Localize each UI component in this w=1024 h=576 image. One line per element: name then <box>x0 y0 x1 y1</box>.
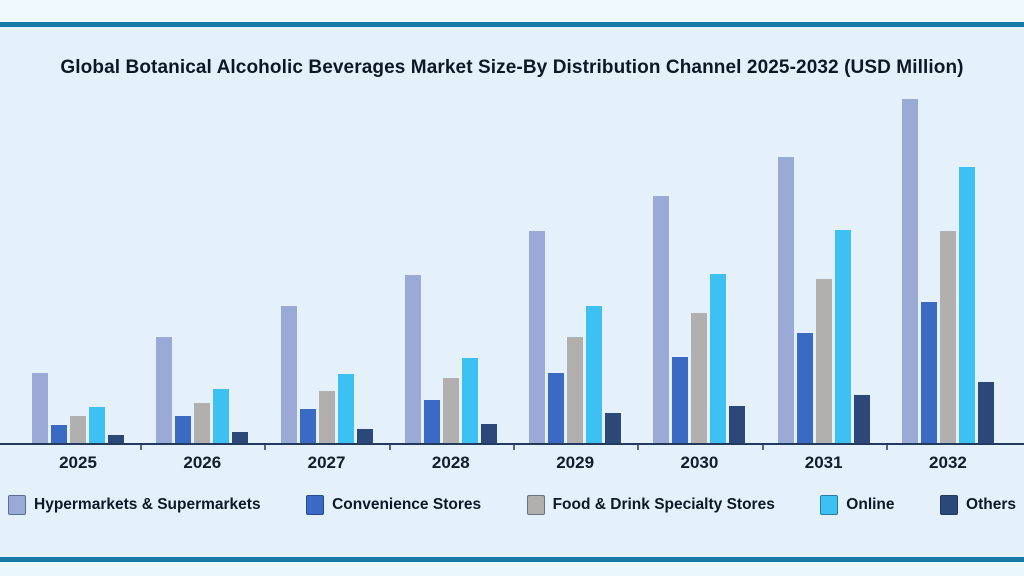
legend-swatch-icon <box>8 495 26 515</box>
legend-label: Hypermarkets & Supermarkets <box>34 496 261 513</box>
bar-2028-series-1 <box>423 400 440 443</box>
plot-area <box>32 93 994 443</box>
bar-2032-series-3 <box>958 167 975 443</box>
bar-2027-series-2 <box>318 391 335 443</box>
bar-group-2032 <box>901 93 994 443</box>
bar-2027-series-0 <box>280 306 297 443</box>
x-label-2029: 2029 <box>556 453 595 472</box>
bar-2025-series-0 <box>32 373 48 443</box>
bar-2028-series-4 <box>480 424 497 443</box>
bar-2031-series-3 <box>834 230 851 443</box>
top-margin-strip <box>0 0 1024 22</box>
bottom-margin-strip <box>0 562 1024 576</box>
bar-2030-series-3 <box>710 274 727 443</box>
x-axis-tick <box>512 445 515 450</box>
bar-2030-series-1 <box>672 357 689 443</box>
bar-2032-series-2 <box>939 231 956 443</box>
chart-panel: Global Botanical Alcoholic Beverages Mar… <box>0 27 1024 557</box>
x-label-2032: 2032 <box>929 453 967 472</box>
x-axis-tick <box>885 445 888 450</box>
x-axis-tick <box>264 445 267 450</box>
legend-swatch-icon <box>306 495 325 515</box>
bottom-accent-rule <box>0 557 1024 562</box>
legend-item-2: Food & Drink Specialty Stores <box>526 495 775 515</box>
bar-group-2031 <box>777 93 870 443</box>
bar-2028-series-3 <box>461 358 478 443</box>
bar-group-2027 <box>280 93 373 443</box>
legend-swatch-icon <box>526 495 545 515</box>
bar-2025-series-2 <box>70 416 86 443</box>
bar-2029-series-1 <box>548 373 565 443</box>
bar-2026-series-4 <box>232 432 249 443</box>
bar-2030-series-2 <box>691 313 708 443</box>
bar-group-2025 <box>32 93 124 443</box>
bar-group-2029 <box>529 93 622 443</box>
bar-group-2028 <box>404 93 497 443</box>
bar-2029-series-0 <box>529 231 546 443</box>
bar-2031-series-2 <box>815 279 832 443</box>
legend-label: Food & Drink Specialty Stores <box>552 496 775 513</box>
legend-item-4: Others <box>940 495 1016 515</box>
bar-group-2030 <box>653 93 746 443</box>
bar-2030-series-4 <box>729 406 746 443</box>
legend-swatch-icon <box>940 495 959 515</box>
x-axis-labels: 2025 2026 2027 2028 2029 2030 2031 2032 <box>32 453 994 473</box>
legend-label: Online <box>846 496 895 513</box>
bar-2027-series-3 <box>337 374 354 443</box>
bar-2028-series-2 <box>442 378 459 443</box>
bar-2031-series-1 <box>796 333 813 443</box>
bar-2027-series-4 <box>356 429 373 443</box>
bar-2031-series-4 <box>853 395 870 443</box>
x-label-2027: 2027 <box>307 453 346 472</box>
bar-2029-series-4 <box>605 413 622 443</box>
bar-2026-series-1 <box>175 416 192 443</box>
x-label-2028: 2028 <box>431 453 470 472</box>
chart-title: Global Botanical Alcoholic Beverages Mar… <box>60 57 964 78</box>
bar-2026-series-3 <box>213 389 230 443</box>
bar-2027-series-1 <box>299 409 316 443</box>
x-label-2025: 2025 <box>59 453 97 472</box>
bar-2030-series-0 <box>653 196 670 443</box>
bar-2032-series-0 <box>901 99 918 443</box>
legend-label: Others <box>966 496 1016 513</box>
bar-2028-series-0 <box>404 275 421 443</box>
x-axis-tick <box>388 445 391 450</box>
x-label-2031: 2031 <box>804 453 843 472</box>
x-axis-tick <box>140 445 142 450</box>
bar-2032-series-4 <box>977 382 994 443</box>
bar-2025-series-3 <box>89 407 105 443</box>
bar-2025-series-1 <box>51 425 67 443</box>
bar-2026-series-0 <box>156 337 173 443</box>
legend-swatch-icon <box>820 495 839 515</box>
legend-item-3: Online <box>820 495 895 515</box>
top-accent-rule <box>0 22 1024 27</box>
x-axis-tick <box>761 445 764 450</box>
bar-2025-series-4 <box>108 435 124 443</box>
x-label-2030: 2030 <box>680 453 719 472</box>
bar-2026-series-2 <box>194 403 211 443</box>
chart-legend: Hypermarkets & Supermarkets Convenience S… <box>0 495 1024 515</box>
x-axis-tick <box>637 445 640 450</box>
x-axis-line <box>0 443 1024 445</box>
bar-group-2026 <box>156 93 249 443</box>
bar-2032-series-1 <box>920 302 937 443</box>
legend-label: Convenience Stores <box>332 496 482 513</box>
bar-2029-series-2 <box>567 337 584 443</box>
bar-2031-series-0 <box>777 157 794 443</box>
legend-item-0: Hypermarkets & Supermarkets <box>8 495 261 515</box>
legend-item-1: Convenience Stores <box>306 495 481 515</box>
x-label-2026: 2026 <box>183 453 222 472</box>
bar-2029-series-3 <box>586 306 603 443</box>
